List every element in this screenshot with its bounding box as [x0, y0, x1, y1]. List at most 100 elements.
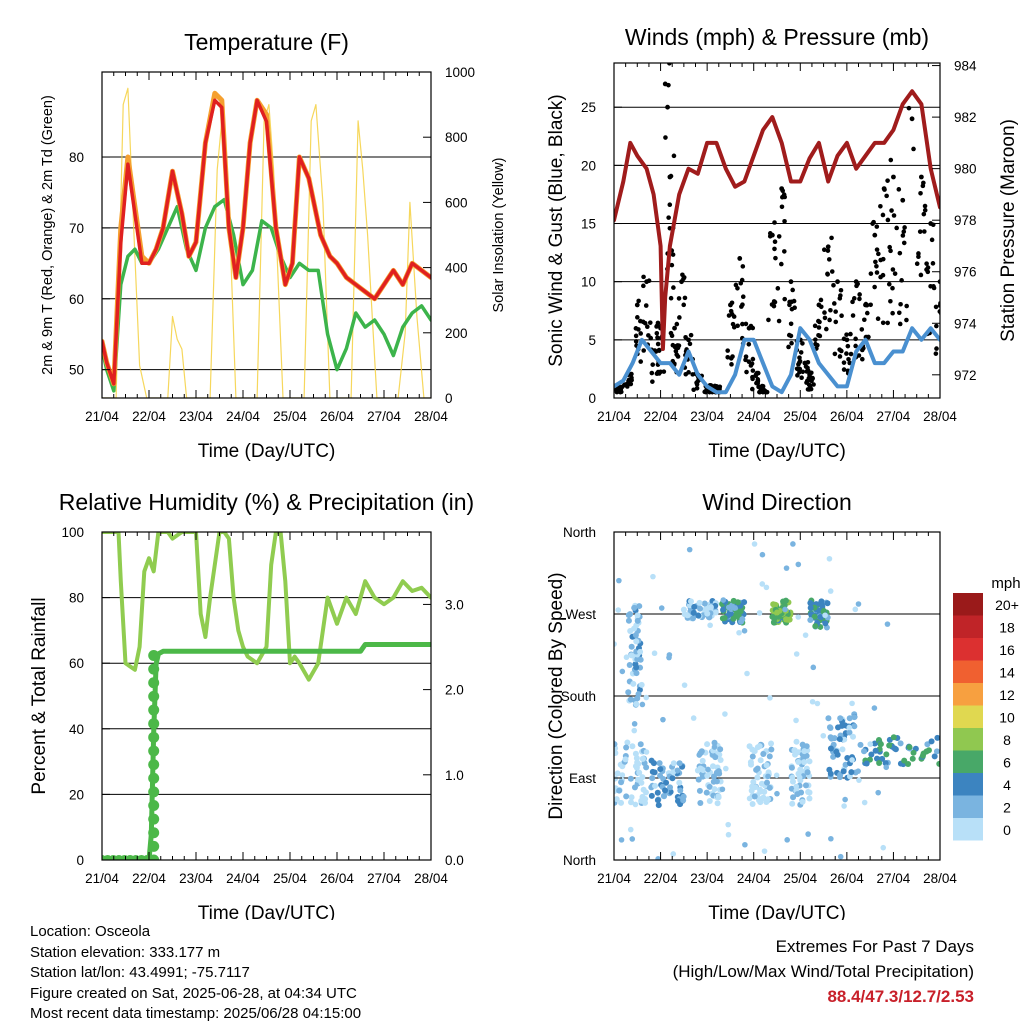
- direction-point: [936, 760, 940, 767]
- gust-point: [761, 387, 767, 393]
- direction-point: [890, 734, 897, 741]
- direction-point: [875, 789, 882, 796]
- direction-point: [719, 786, 726, 793]
- precip-point: [148, 759, 160, 771]
- gust-point: [844, 332, 849, 337]
- gust-point: [788, 321, 794, 327]
- direction-point: [614, 796, 620, 803]
- direction-point: [622, 756, 629, 763]
- direction-point: [628, 652, 635, 659]
- direction-point: [655, 855, 661, 860]
- direction-point: [666, 652, 673, 658]
- y-axis-label: Direction (Colored By Speed): [546, 572, 567, 819]
- direction-point: [806, 795, 813, 802]
- gust-point: [791, 298, 797, 304]
- gust-point: [885, 217, 891, 223]
- gust-point: [641, 283, 646, 289]
- direction-point: [623, 793, 630, 800]
- direction-point: [643, 764, 650, 771]
- direction-point: [783, 565, 790, 571]
- y2-tick-label: 800: [445, 130, 468, 145]
- y2-tick-label: 0.0: [445, 853, 464, 868]
- y2-axis-label: Station Pressure (Maroon): [998, 119, 1019, 342]
- gust-point: [930, 261, 936, 266]
- direction-point: [636, 603, 643, 610]
- direction-point: [793, 717, 799, 724]
- y-tick-label: 60: [69, 656, 84, 671]
- direction-point: [629, 836, 636, 842]
- gust-point: [831, 283, 836, 288]
- gust-point: [676, 296, 682, 301]
- direction-point: [618, 779, 625, 786]
- gust-point: [810, 376, 815, 381]
- gust-point: [868, 302, 873, 308]
- direction-point: [697, 800, 704, 807]
- direction-point: [727, 611, 734, 618]
- gust-point: [904, 317, 909, 323]
- direction-point: [715, 793, 722, 800]
- gust-point: [914, 261, 920, 267]
- gust-point: [735, 323, 740, 329]
- direction-point: [793, 738, 800, 745]
- direction-point: [633, 638, 640, 645]
- direction-point: [680, 606, 687, 613]
- gust-point: [640, 319, 646, 325]
- direction-point: [799, 798, 806, 805]
- plot-area: [614, 63, 940, 395]
- gust-point: [687, 341, 693, 347]
- gust-point: [890, 310, 895, 316]
- gust-point: [787, 299, 792, 305]
- direction-point: [710, 778, 717, 785]
- gust-point: [896, 187, 902, 192]
- series-2m-temp: [102, 98, 431, 386]
- y-tick-label: East: [569, 771, 596, 786]
- precip-point: [148, 690, 160, 702]
- y-tick-label: 0: [76, 853, 84, 868]
- direction-point: [825, 715, 832, 722]
- precip-point: [148, 718, 160, 730]
- precip-point: [148, 786, 160, 798]
- x-tick-label: 22/04: [132, 871, 166, 886]
- gust-point: [746, 341, 752, 347]
- direction-point: [703, 789, 710, 796]
- direction-point: [811, 613, 818, 620]
- direction-point: [686, 546, 693, 553]
- direction-point: [822, 612, 828, 619]
- gust-point: [897, 250, 903, 256]
- x-tick-label: 21/04: [597, 871, 631, 886]
- direction-point: [754, 774, 761, 781]
- direction-point: [706, 797, 713, 804]
- gust-point: [782, 194, 788, 200]
- gust-point: [880, 256, 886, 262]
- direction-point: [861, 748, 868, 755]
- series-rh: [102, 532, 431, 682]
- legend-swatch: [953, 728, 983, 751]
- y2-tick-label: 1000: [445, 65, 475, 80]
- direction-point: [830, 753, 837, 760]
- gust-point: [872, 284, 877, 290]
- gust-point: [887, 244, 892, 250]
- extremes-block: Extremes For Past 7 Days (High/Low/Max W…: [673, 934, 974, 1009]
- gust-point: [928, 221, 934, 226]
- gust-point: [833, 309, 838, 314]
- direction-point: [705, 766, 711, 773]
- gust-point: [884, 193, 889, 199]
- chart-title: Temperature (F): [184, 29, 349, 55]
- gust-point: [743, 321, 749, 327]
- gust-point: [891, 174, 896, 180]
- info-created: Figure created on Sat, 2025-06-28, at 04…: [30, 984, 357, 1002]
- series-pressure: [614, 89, 940, 351]
- station-info: Location: Osceola Station elevation: 333…: [30, 922, 361, 1025]
- direction-point: [820, 732, 827, 739]
- gust-point: [850, 299, 855, 305]
- direction-point: [871, 705, 878, 711]
- direction-point: [891, 745, 898, 752]
- y-tick-label: 40: [69, 722, 84, 737]
- direction-point: [632, 750, 639, 757]
- direction-point: [699, 773, 706, 780]
- direction-point: [634, 759, 641, 766]
- direction-point: [701, 600, 708, 607]
- legend-label: 10: [999, 710, 1015, 726]
- y-tick-label: 15: [581, 217, 596, 232]
- gust-point: [753, 372, 759, 378]
